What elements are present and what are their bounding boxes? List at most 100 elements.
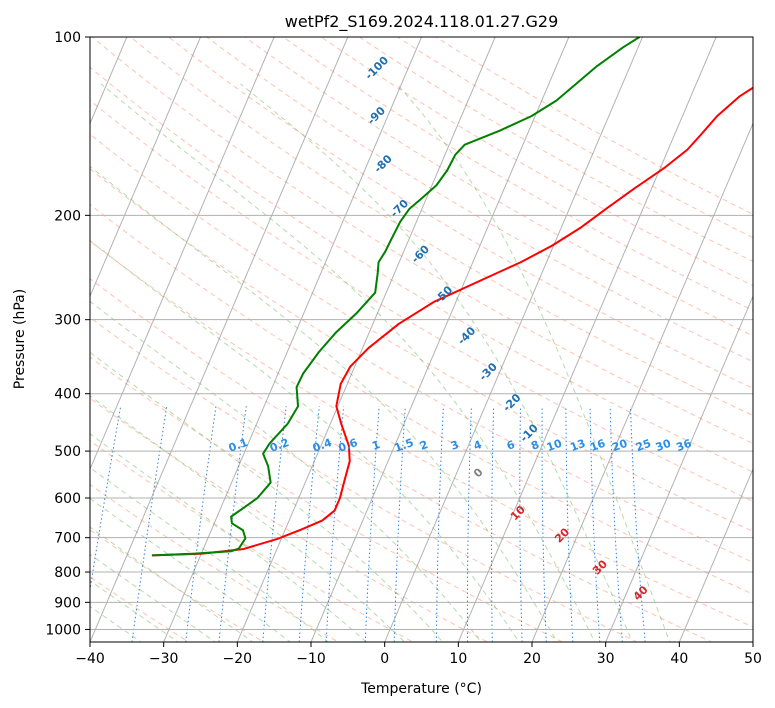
y-tick-label: 900 bbox=[54, 595, 81, 611]
moist-adiabat-line bbox=[240, 83, 633, 642]
mixing-ratio-line bbox=[466, 406, 472, 642]
isotherm-line bbox=[457, 37, 717, 642]
dry-adiabat-line bbox=[90, 168, 753, 563]
x-tick-label: 50 bbox=[744, 651, 762, 667]
mixing-ratio-label: 25 bbox=[634, 437, 653, 454]
mixing-ratio-line bbox=[90, 406, 122, 593]
mixing-ratio-label: 20 bbox=[610, 437, 629, 455]
moist-adiabat-line bbox=[90, 351, 444, 642]
mixing-ratio-line bbox=[393, 406, 406, 642]
dry-adiabat-line bbox=[282, 37, 753, 312]
dry-adiabat-line bbox=[90, 529, 265, 642]
mixing-ratio-line bbox=[589, 406, 601, 642]
isotherm-line bbox=[90, 37, 349, 642]
x-tick-label: −30 bbox=[149, 651, 179, 667]
mixing-ratio-label: 4 bbox=[472, 438, 484, 453]
mixing-ratio-label: 0.6 bbox=[337, 436, 360, 455]
plot-frame bbox=[89, 36, 754, 643]
mixing-ratio-line bbox=[629, 406, 646, 642]
mixing-ratio-line bbox=[262, 406, 287, 642]
isotherm-line bbox=[384, 37, 643, 642]
mixing-ratio-label: 0.2 bbox=[268, 436, 291, 455]
y-tick-label: 1000 bbox=[45, 622, 81, 638]
isotherm-line bbox=[605, 295, 753, 642]
mixing-ratio-label: 6 bbox=[505, 438, 517, 453]
temperature-profile-line bbox=[151, 86, 753, 557]
y-tick-label: 100 bbox=[54, 30, 81, 46]
y-tick-label: 800 bbox=[54, 565, 81, 581]
mixing-ratio-line bbox=[491, 406, 495, 642]
y-tick-label: 300 bbox=[54, 313, 81, 329]
moist-adiabat-line bbox=[90, 239, 520, 642]
y-tick-label: 200 bbox=[54, 208, 81, 224]
dry-adiabat-line bbox=[320, 37, 753, 287]
moist-adiabat-line bbox=[90, 605, 143, 642]
isotherm-line bbox=[310, 37, 570, 642]
dry-adiabat-line bbox=[168, 37, 753, 389]
ticks: −40 −30 −20 −10 0 10 20 30 40 5010020030040050060… bbox=[45, 30, 762, 667]
data-series bbox=[151, 37, 753, 557]
moist-adiabat-line bbox=[90, 580, 179, 642]
isotherm-line bbox=[236, 37, 496, 642]
dry-adiabat-line bbox=[90, 278, 713, 642]
dry-adiabat-line bbox=[90, 133, 753, 533]
mixing-ratio-line bbox=[218, 406, 247, 642]
isotherm-line bbox=[678, 467, 753, 642]
mixing-ratio-label: 0.4 bbox=[311, 436, 334, 455]
mixing-ratio-line bbox=[519, 406, 523, 642]
mixing-ratio-label: 13 bbox=[568, 437, 587, 454]
moist-adiabat-line bbox=[90, 433, 368, 642]
y-tick-label: 400 bbox=[54, 387, 81, 403]
mixing-ratio-label: 8 bbox=[529, 438, 541, 453]
mixing-ratio-label: 2 bbox=[418, 438, 430, 453]
x-tick-label: −10 bbox=[296, 651, 326, 667]
dry-adiabat-line bbox=[90, 356, 564, 642]
mixing-ratio-line bbox=[541, 406, 547, 642]
mixing-ratio-label: 1 bbox=[370, 438, 382, 453]
y-axis-label: Pressure (hPa) bbox=[12, 289, 28, 389]
mixing-ratio-label: 16 bbox=[588, 437, 607, 455]
isotherm-line bbox=[90, 37, 275, 471]
mixing-ratio-label: 36 bbox=[674, 437, 693, 455]
dry-adiabat-line bbox=[397, 37, 753, 239]
mixing-ratio-line bbox=[565, 406, 574, 642]
mixing-ratio-label: 0.1 bbox=[227, 436, 250, 455]
x-tick-label: 40 bbox=[670, 651, 688, 667]
x-tick-label: 30 bbox=[597, 651, 615, 667]
x-axis-label: Temperature (°C) bbox=[360, 681, 482, 697]
reference-lines bbox=[90, 37, 753, 642]
moist-adiabat-line bbox=[100, 83, 596, 642]
x-tick-label: 20 bbox=[523, 651, 541, 667]
mixing-ratio-label: 3 bbox=[449, 438, 461, 453]
y-tick-label: 600 bbox=[54, 491, 81, 507]
grid bbox=[90, 37, 753, 642]
dry-adiabat-line bbox=[91, 37, 753, 444]
dry-adiabat-line bbox=[206, 37, 753, 363]
dry-adiabat-line bbox=[90, 483, 340, 642]
mixing-ratio-label: 30 bbox=[654, 437, 673, 455]
mixing-ratio-line bbox=[185, 406, 217, 642]
moist-adiabat-line bbox=[90, 553, 217, 642]
isotherm-line bbox=[531, 122, 753, 642]
dry-adiabat-line bbox=[130, 37, 753, 417]
isotherm-line bbox=[90, 37, 201, 298]
moist-adiabat-line bbox=[90, 395, 406, 642]
mixing-ratio-line bbox=[609, 406, 623, 642]
dry-adiabat-line bbox=[90, 99, 753, 502]
mixing-ratio-line bbox=[435, 406, 444, 642]
mixing-ratio-line bbox=[131, 406, 168, 642]
chart-title: wetPf2_S169.2024.118.01.27.G29 bbox=[285, 12, 559, 32]
mixing-ratio-label: 1.5 bbox=[393, 436, 416, 455]
y-tick-label: 500 bbox=[54, 444, 81, 460]
mixing-ratio-line bbox=[325, 406, 345, 642]
moist-adiabat-line bbox=[90, 165, 558, 642]
dewpoint-profile-line bbox=[151, 37, 641, 557]
dry-adiabat-line bbox=[90, 316, 639, 642]
mixing-ratio-label: 10 bbox=[545, 437, 564, 455]
dry-adiabat-line bbox=[90, 203, 753, 595]
x-tick-label: 0 bbox=[380, 651, 389, 667]
dry-adiabat-line bbox=[90, 66, 753, 473]
isotherm-line bbox=[163, 37, 422, 642]
